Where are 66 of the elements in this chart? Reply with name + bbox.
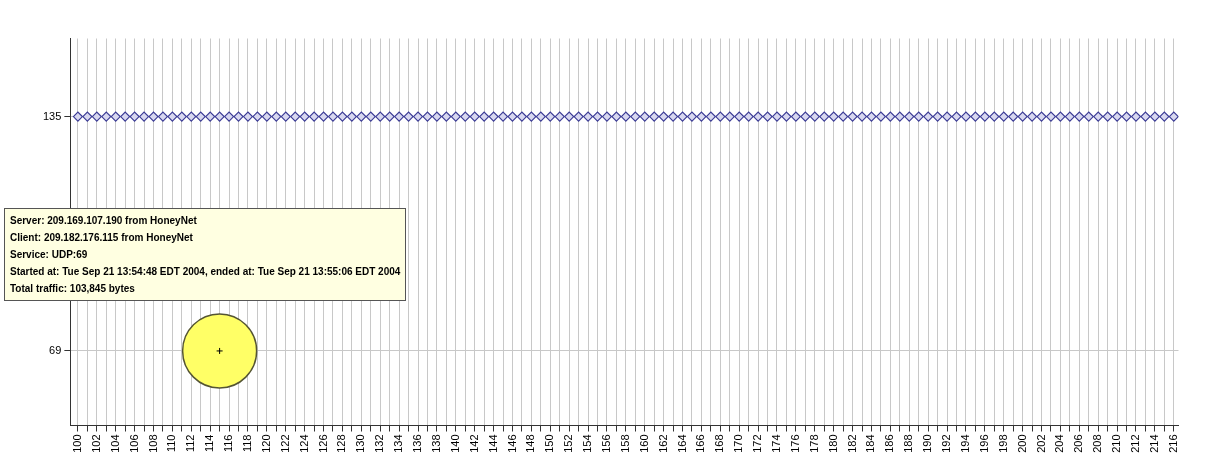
x-tick-label: 120 (259, 434, 272, 453)
x-tick-label: 124 (297, 434, 310, 453)
x-tick-label: 138 (429, 434, 442, 453)
x-tick-label: 150 (543, 434, 556, 453)
x-tick-label: 172 (751, 434, 764, 453)
annotation: Server: 209.169.107.190 from HoneyNet (10, 214, 198, 228)
annotation: Started at: Tue Sep 21 13:54:48 EDT 2004, ended at: Tue Sep 21 13:55:06 EDT 2004 (10, 265, 401, 279)
x-tick-label: 180 (826, 434, 839, 453)
x-tick-label: 146 (505, 434, 518, 453)
x-tick-label: 166 (694, 434, 707, 453)
annotation: Service: UDP:69 (10, 248, 89, 262)
x-tick-label: 116 (222, 434, 235, 453)
x-tick-label: 152 (562, 434, 575, 453)
x-tick-label: 212 (1129, 434, 1142, 453)
x-tick-label: 144 (486, 434, 499, 453)
x-tick-label: 106 (127, 434, 140, 453)
x-tick-label: 142 (467, 434, 480, 453)
x-tick-label: 110 (165, 434, 178, 453)
x-tick-label: 202 (1034, 434, 1047, 453)
x-tick-label: 188 (902, 434, 915, 453)
x-tick-label: 206 (1072, 434, 1085, 453)
x-tick-label: 194 (958, 434, 971, 453)
x-tick-label: 148 (524, 434, 537, 453)
x-tick-label: 118 (240, 434, 253, 453)
x-tick-label: 130 (354, 434, 367, 453)
x-tick-label: 112 (184, 434, 197, 453)
x-tick-label: 216 (1166, 434, 1179, 453)
x-tick-label: 108 (146, 434, 159, 453)
x-tick-label: 158 (618, 434, 631, 453)
x-tick-label: 160 (637, 434, 650, 453)
x-tick-label: 132 (373, 434, 386, 453)
x-tick-label: 168 (713, 434, 726, 453)
x-tick-label: 214 (1147, 434, 1160, 453)
annotation: Total traffic: 103,845 bytes (10, 282, 136, 296)
x-tick-label: 128 (335, 434, 348, 453)
x-tick-label: 122 (278, 434, 291, 453)
y-tick-label: 135 (42, 109, 62, 122)
x-tick-label: 198 (996, 434, 1009, 453)
x-tick-label: 140 (448, 434, 461, 453)
x-tick-label: 104 (108, 434, 121, 453)
x-tick-label: 100 (70, 434, 83, 453)
x-tick-label: 196 (977, 434, 990, 453)
x-tick-label: 178 (807, 434, 820, 453)
x-tick-label: 176 (788, 434, 801, 453)
x-tick-label: 164 (675, 434, 688, 453)
x-tick-label: 126 (316, 434, 329, 453)
annotation: Client: 209.182.176.115 from HoneyNet (10, 231, 194, 245)
x-tick-label: 162 (656, 434, 669, 453)
y-tick-label: 69 (49, 343, 62, 356)
x-tick-label: 192 (940, 434, 953, 453)
x-tick-label: 190 (921, 434, 934, 453)
x-tick-label: 136 (411, 434, 424, 453)
x-tick-label: 184 (864, 434, 877, 453)
x-tick-label: 102 (89, 434, 102, 453)
x-tick-label: 208 (1091, 434, 1104, 453)
x-tick-label: 154 (581, 434, 594, 453)
x-tick-label: 200 (1015, 434, 1028, 453)
x-tick-label: 170 (732, 434, 745, 453)
x-tick-label: 114 (203, 434, 216, 453)
x-tick-label: 156 (599, 434, 612, 453)
x-tick-label: 174 (770, 434, 783, 453)
x-tick-label: 134 (392, 434, 405, 453)
x-tick-label: 182 (845, 434, 858, 453)
x-tick-label: 186 (883, 434, 896, 453)
x-tick-label: 210 (1110, 434, 1123, 453)
x-tick-label: 204 (1053, 434, 1066, 453)
